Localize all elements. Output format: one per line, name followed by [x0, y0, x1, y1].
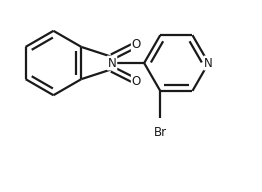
Text: Br: Br [154, 126, 167, 139]
Text: O: O [132, 38, 141, 51]
Text: N: N [204, 56, 213, 70]
Text: N: N [108, 56, 116, 70]
Text: O: O [132, 75, 141, 88]
